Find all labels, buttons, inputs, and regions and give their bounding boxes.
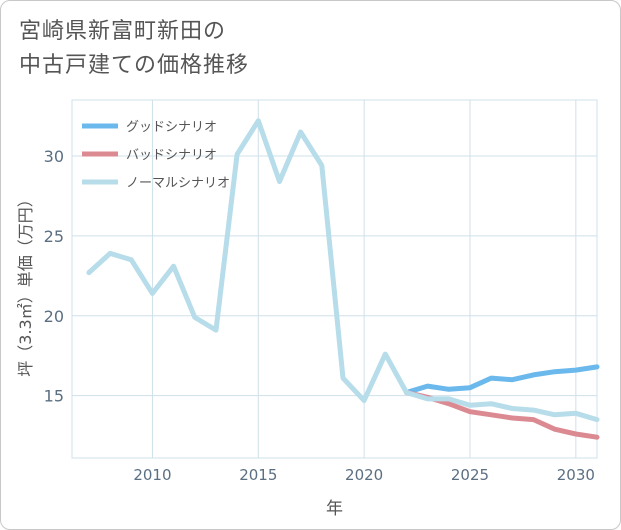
series-lines bbox=[86, 118, 600, 440]
y-axis-label: 坪（3.3㎡）単価（万円） bbox=[16, 191, 35, 376]
y-tick-label: 25 bbox=[44, 227, 64, 246]
y-tick-label: 20 bbox=[44, 307, 64, 326]
legend-label-good: グッドシナリオ bbox=[126, 120, 217, 135]
chart-title: 宮崎県新富町新田の 中古戸建ての価格推移 bbox=[19, 15, 249, 83]
y-tick-label: 15 bbox=[44, 387, 64, 406]
legend-label-normal: ノーマルシナリオ bbox=[126, 176, 230, 191]
y-tick-label: 30 bbox=[44, 147, 64, 166]
series-line-good bbox=[404, 364, 600, 395]
x-tick-label: 2020 bbox=[345, 466, 383, 484]
series-line-normal bbox=[86, 118, 600, 423]
x-tick-label: 2010 bbox=[133, 466, 171, 484]
x-axis-label: 年 bbox=[326, 499, 343, 519]
title-line-1: 宮崎県新富町新田の bbox=[19, 19, 227, 44]
x-tick-label: 2030 bbox=[557, 466, 595, 484]
x-tick-label: 2025 bbox=[451, 466, 489, 484]
plot-border bbox=[71, 99, 598, 459]
x-tick-label: 2015 bbox=[239, 466, 277, 484]
title-line-2: 中古戸建ての価格推移 bbox=[19, 53, 250, 78]
legend-label-bad: バッドシナリオ bbox=[126, 148, 217, 163]
